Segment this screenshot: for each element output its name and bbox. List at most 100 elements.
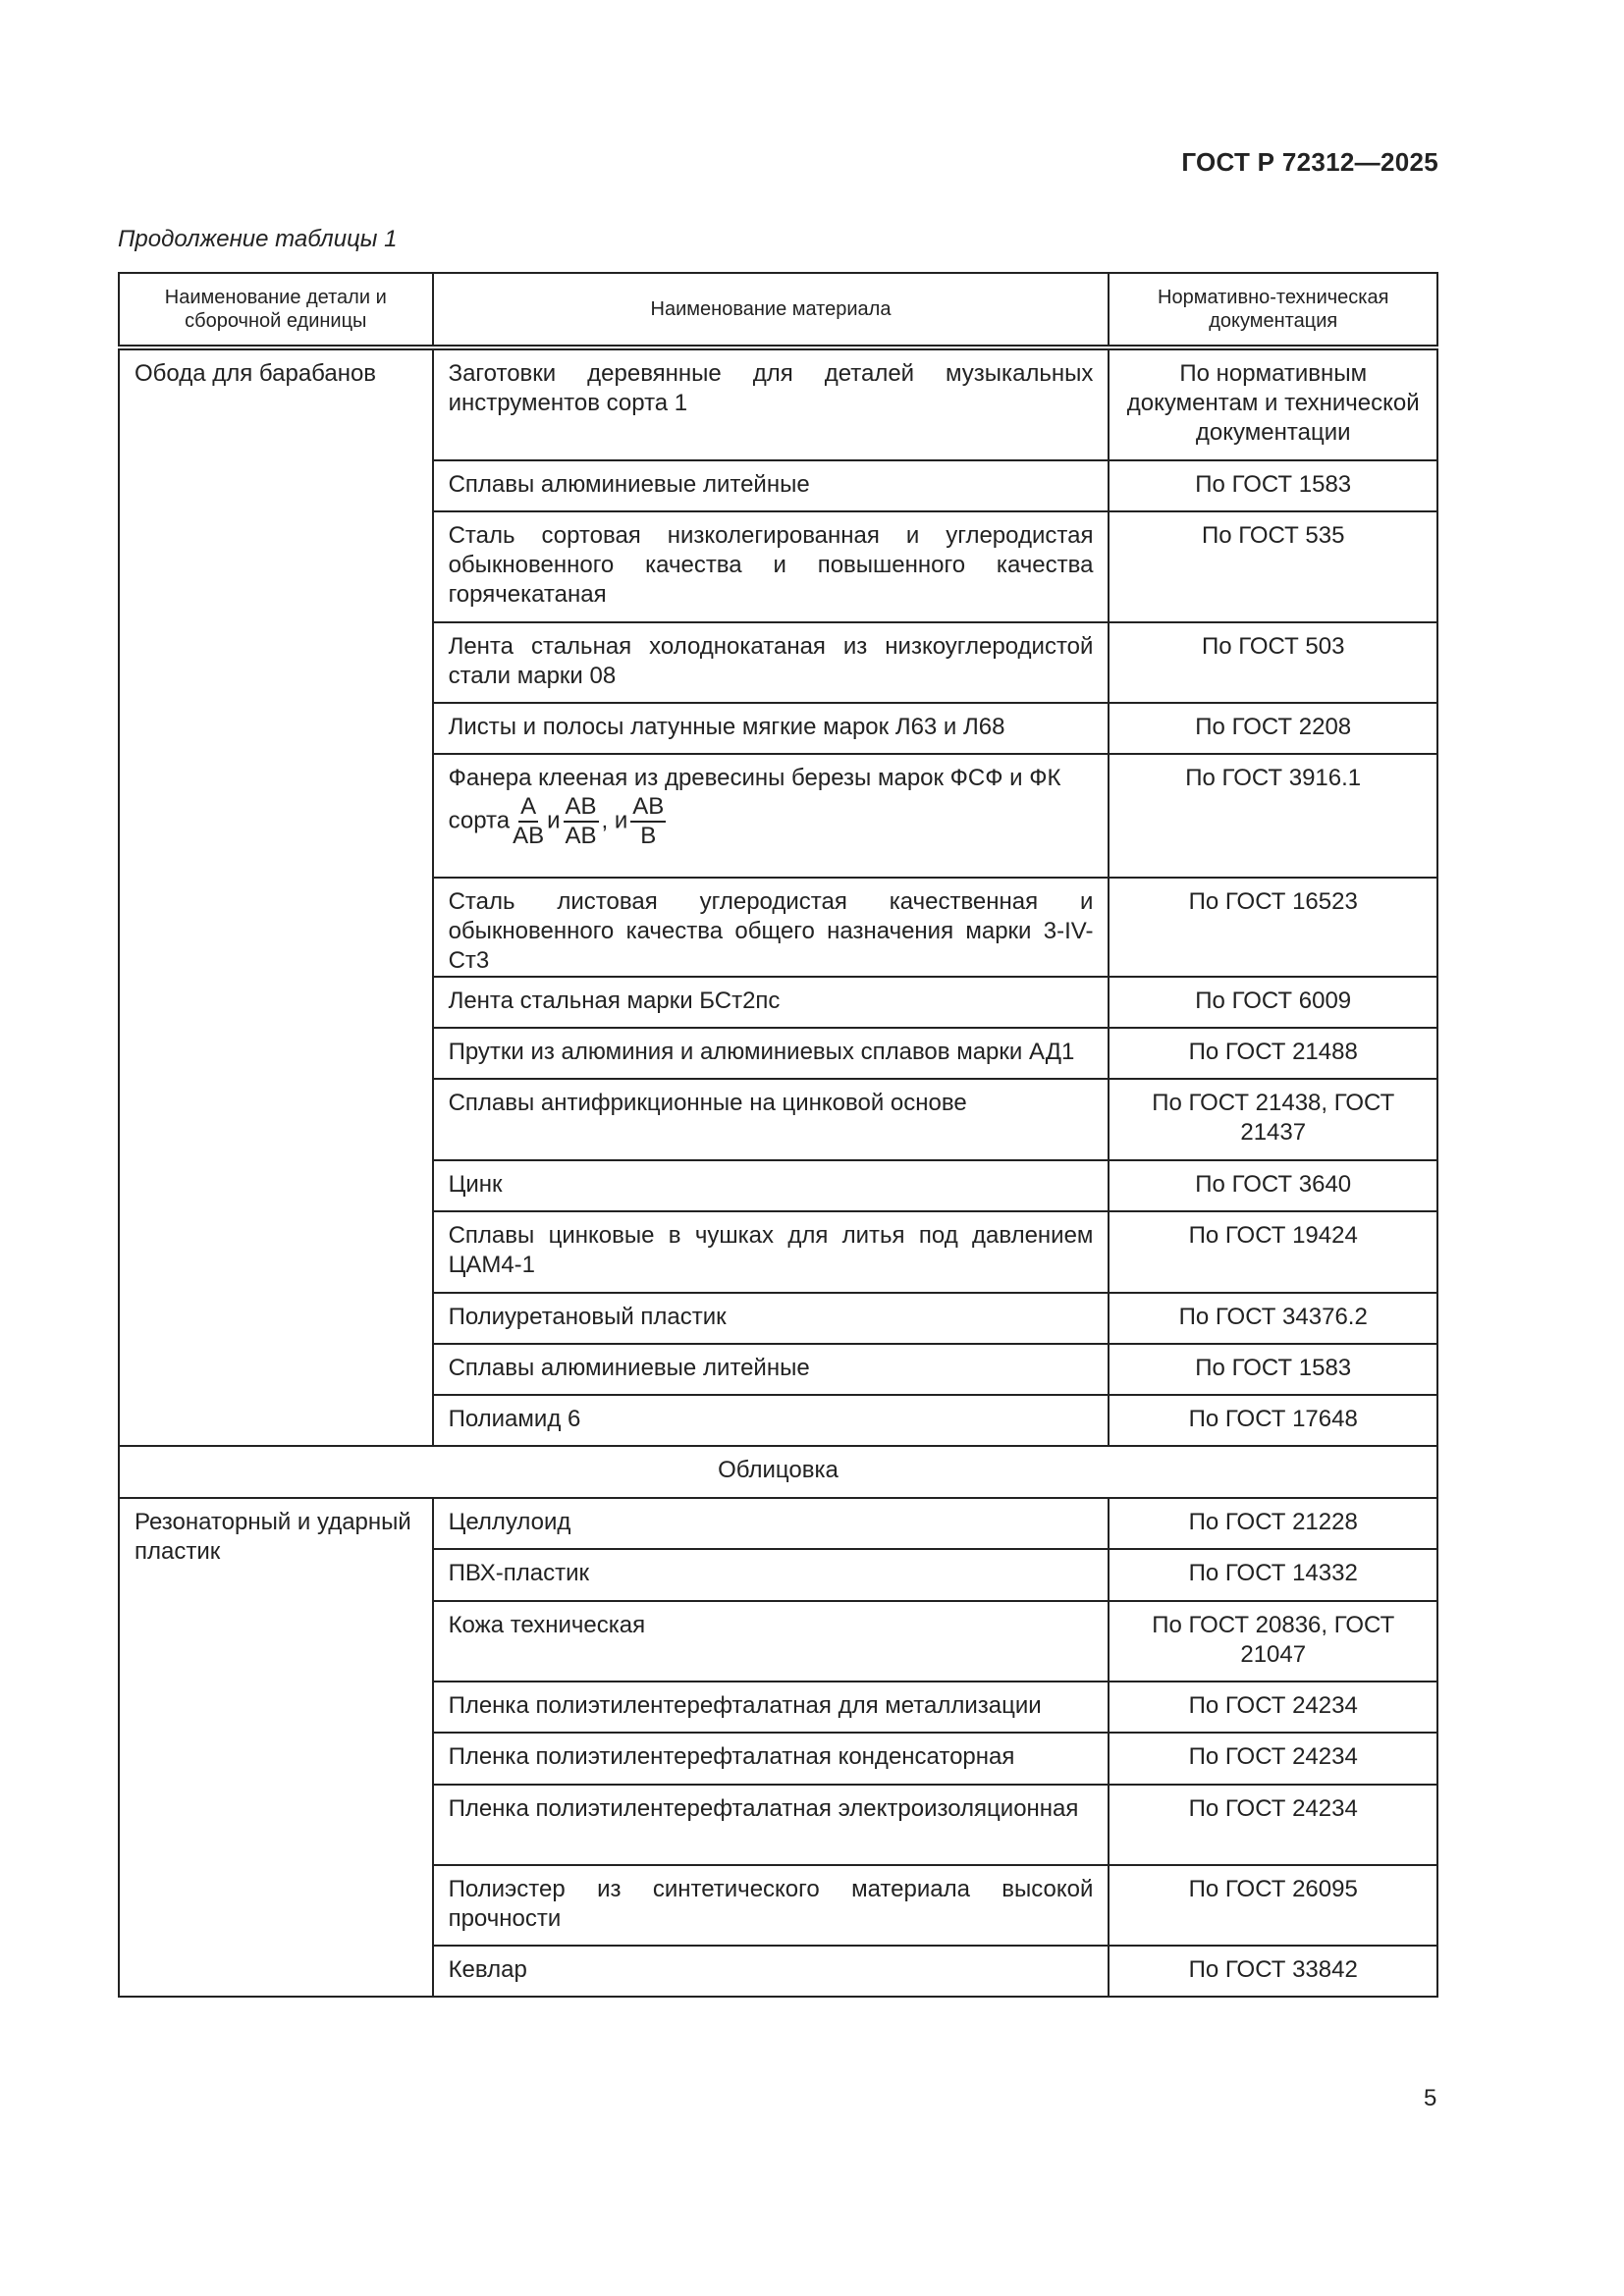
documentation-cell: По ГОСТ 33842: [1108, 1945, 1438, 1998]
documentation-cell: По нормативным документам и технической …: [1108, 347, 1438, 461]
material-grade-prefix: сорта: [448, 807, 511, 834]
material-cell: Цинк: [431, 1159, 1110, 1212]
material-cell: Кожа техническая: [431, 1600, 1110, 1682]
table-row: Лента стальная марки БСт2пс По ГОСТ 6009: [119, 976, 1438, 1029]
documentation-cell: По ГОСТ 6009: [1108, 976, 1438, 1029]
documentation-cell: По ГОСТ 3640: [1108, 1159, 1438, 1212]
documentation-cell: По ГОСТ 1583: [1108, 1343, 1438, 1396]
material-cell: Фанера клееная из древесины березы марок…: [431, 753, 1110, 879]
table-row: Лента стальная холоднокатаная из низкоуг…: [119, 621, 1438, 704]
material-text: Листы и полосы латунные мягкие марок Л63…: [448, 714, 1005, 740]
documentation-cell: По ГОСТ 24234: [1108, 1681, 1438, 1734]
table-row: Обода для барабанов Заготовки деревянные …: [118, 347, 1438, 1447]
table-row: Сталь листовая углеродистая качественная…: [119, 877, 1438, 978]
material-text: Сплавы цинковые в чушках для литья под д…: [448, 1222, 1094, 1278]
material-cell: Сплавы алюминиевые литейные: [431, 1343, 1110, 1396]
material-cell: Заготовки деревянные для деталей музыкал…: [431, 347, 1110, 461]
table-row: Кевлар По ГОСТ 33842: [119, 1945, 1438, 1998]
table-body: Обода для барабанов Заготовки деревянные …: [118, 347, 1438, 1998]
material-text: Пленка полиэтилентерефталатная конденсат…: [448, 1743, 1015, 1770]
documentation-cell: По ГОСТ 20836, ГОСТ 21047: [1108, 1600, 1438, 1682]
table-row: Сталь сортовая низколегированная и углер…: [119, 510, 1438, 623]
table-row: ПВХ-пластик По ГОСТ 14332: [119, 1548, 1438, 1602]
material-cell: Пленка полиэтилентерефталатная для метал…: [431, 1681, 1110, 1734]
fraction-numerator: АВ: [563, 793, 599, 823]
table-row: Сплавы цинковые в чушках для литья под д…: [119, 1210, 1438, 1294]
documentation-cell: По ГОСТ 14332: [1108, 1548, 1438, 1602]
table-row: Цинк По ГОСТ 3640: [119, 1159, 1438, 1212]
part-name-cell: Обода для барабанов: [118, 347, 434, 1447]
documentation-cell: По ГОСТ 26095: [1108, 1864, 1438, 1947]
material-text: Сталь сортовая низколегированная и углер…: [448, 522, 1094, 608]
table-row: Сплавы алюминиевые литейные По ГОСТ 1583: [119, 1343, 1438, 1396]
material-cell: Сталь сортовая низколегированная и углер…: [431, 510, 1110, 623]
material-cell: Лента стальная холоднокатаная из низкоуг…: [431, 621, 1110, 704]
grade-fraction: АВ В: [630, 793, 667, 850]
documentation-cell: По ГОСТ 3916.1: [1108, 753, 1438, 879]
fraction-denominator: АВ: [513, 823, 545, 849]
material-cell: Сплавы цинковые в чушках для литья под д…: [431, 1210, 1110, 1294]
material-cell: Пленка полиэтилентерефталатная электроиз…: [431, 1784, 1110, 1866]
material-text: Полиуретановый пластик: [448, 1304, 727, 1330]
material-text: Сплавы антифрикционные на цинковой основ…: [448, 1090, 967, 1116]
table-header-row: Наименование детали и сборочной единицы …: [118, 272, 1438, 350]
material-text: Пленка полиэтилентерефталатная для метал…: [448, 1692, 1042, 1719]
table-caption: Продолжение таблицы 1: [118, 226, 398, 252]
documentation-cell: По ГОСТ 16523: [1108, 877, 1438, 978]
material-text: Фанера клееная из древесины березы марок…: [448, 765, 1061, 791]
material-cell: Прутки из алюминия и алюминиевых сплавов…: [431, 1027, 1110, 1080]
table-row: Полиэстер из синтетического материала вы…: [119, 1864, 1438, 1947]
material-cell: Сплавы алюминиевые литейные: [431, 459, 1110, 512]
column-header-documentation: Нормативно-техническая документация: [1108, 272, 1438, 350]
material-cell: Листы и полосы латунные мягкие марок Л63…: [431, 702, 1110, 755]
fraction-denominator: АВ: [565, 823, 597, 849]
fraction-separator: , и: [601, 807, 628, 834]
material-cell: Целлулоид: [431, 1497, 1110, 1550]
documentation-cell: По ГОСТ 1583: [1108, 459, 1438, 512]
table-row: Пленка полиэтилентерефталатная конденсат…: [119, 1732, 1438, 1786]
table-row: Фанера клееная из древесины березы марок…: [119, 753, 1438, 879]
document-code: ГОСТ Р 72312—2025: [1181, 147, 1438, 177]
documentation-cell: По ГОСТ 24234: [1108, 1784, 1438, 1866]
documentation-cell: По ГОСТ 17648: [1108, 1394, 1438, 1447]
material-text: Полиамид 6: [448, 1406, 581, 1432]
material-text: Кевлар: [448, 1956, 527, 1983]
documentation-cell: По ГОСТ 34376.2: [1108, 1292, 1438, 1345]
fraction-numerator: АВ: [630, 793, 667, 823]
material-text: Полиэстер из синтетического материала вы…: [448, 1876, 1094, 1932]
material-cell: Пленка полиэтилентерефталатная конденсат…: [431, 1732, 1110, 1786]
material-text: Сталь листовая углеродистая качественная…: [448, 888, 1094, 974]
material-text: Сплавы алюминиевые литейные: [448, 471, 810, 498]
material-text: Лента стальная холоднокатаная из низкоуг…: [448, 633, 1094, 689]
documentation-cell: По ГОСТ 24234: [1108, 1732, 1438, 1786]
page-number: 5: [1424, 2085, 1437, 2111]
documentation-cell: По ГОСТ 21228: [1108, 1497, 1438, 1550]
section-heading: Облицовка: [118, 1445, 1438, 1499]
material-cell: Полиуретановый пластик: [431, 1292, 1110, 1345]
table-row: Пленка полиэтилентерефталатная для метал…: [119, 1681, 1438, 1734]
material-cell: Полиамид 6: [431, 1394, 1110, 1447]
column-header-part: Наименование детали и сборочной единицы: [118, 272, 434, 350]
material-cell: Полиэстер из синтетического материала вы…: [431, 1864, 1110, 1947]
grade-fraction: АВ АВ: [563, 793, 599, 850]
column-header-material: Наименование материала: [431, 272, 1110, 350]
material-cell: Сплавы антифрикционные на цинковой основ…: [431, 1078, 1110, 1161]
material-text: Заготовки деревянные для деталей музыкал…: [448, 360, 1094, 416]
table-row: Листы и полосы латунные мягкие марок Л63…: [119, 702, 1438, 755]
material-text: ПВХ-пластик: [448, 1560, 590, 1586]
table-row: Сплавы алюминиевые литейные По ГОСТ 1583: [119, 459, 1438, 512]
table-row: Кожа техническая По ГОСТ 20836, ГОСТ 2104…: [119, 1600, 1438, 1682]
material-cell: Лента стальная марки БСт2пс: [431, 976, 1110, 1029]
fraction-numerator: А: [518, 793, 539, 823]
material-text: Пленка полиэтилентерефталатная электроиз…: [448, 1795, 1079, 1822]
section-row: Облицовка: [118, 1445, 1438, 1499]
fraction-denominator: В: [640, 823, 657, 849]
table-row: Полиамид 6 По ГОСТ 17648: [119, 1394, 1438, 1447]
material-text: Лента стальная марки БСт2пс: [448, 988, 781, 1014]
grade-fraction: А АВ: [513, 793, 544, 850]
table-row: Прутки из алюминия и алюминиевых сплавов…: [119, 1027, 1438, 1080]
table-row: Сплавы антифрикционные на цинковой основ…: [119, 1078, 1438, 1161]
documentation-cell: По ГОСТ 21488: [1108, 1027, 1438, 1080]
documentation-cell: По ГОСТ 19424: [1108, 1210, 1438, 1294]
material-text: Сплавы алюминиевые литейные: [448, 1355, 810, 1381]
